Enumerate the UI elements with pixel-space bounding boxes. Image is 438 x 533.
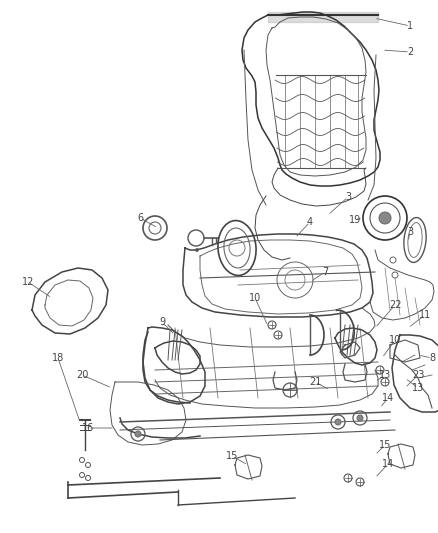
- Text: 21: 21: [309, 377, 321, 387]
- Text: 16: 16: [82, 423, 94, 433]
- Text: 15: 15: [226, 451, 238, 461]
- Text: 1: 1: [407, 21, 413, 31]
- Text: 3: 3: [407, 227, 413, 237]
- Text: 7: 7: [322, 267, 328, 277]
- Text: 18: 18: [52, 353, 64, 363]
- Circle shape: [379, 212, 391, 224]
- Text: 3: 3: [345, 192, 351, 202]
- Text: 23: 23: [412, 370, 424, 380]
- Circle shape: [357, 415, 363, 421]
- Text: 14: 14: [382, 393, 394, 403]
- Text: 20: 20: [76, 370, 88, 380]
- Text: 14: 14: [382, 459, 394, 469]
- Text: 13: 13: [379, 370, 391, 380]
- Text: 4: 4: [307, 217, 313, 227]
- Text: 10: 10: [389, 335, 401, 345]
- Text: 6: 6: [137, 213, 143, 223]
- Circle shape: [195, 248, 198, 252]
- Text: 19: 19: [349, 215, 361, 225]
- Text: 2: 2: [407, 47, 413, 57]
- Text: 22: 22: [389, 300, 401, 310]
- Text: 10: 10: [249, 293, 261, 303]
- Text: 8: 8: [429, 353, 435, 363]
- Text: 12: 12: [22, 277, 34, 287]
- Circle shape: [135, 431, 141, 437]
- Text: 13: 13: [412, 383, 424, 393]
- Text: 9: 9: [159, 317, 165, 327]
- Text: 11: 11: [419, 310, 431, 320]
- Text: 15: 15: [379, 440, 391, 450]
- Circle shape: [335, 419, 341, 425]
